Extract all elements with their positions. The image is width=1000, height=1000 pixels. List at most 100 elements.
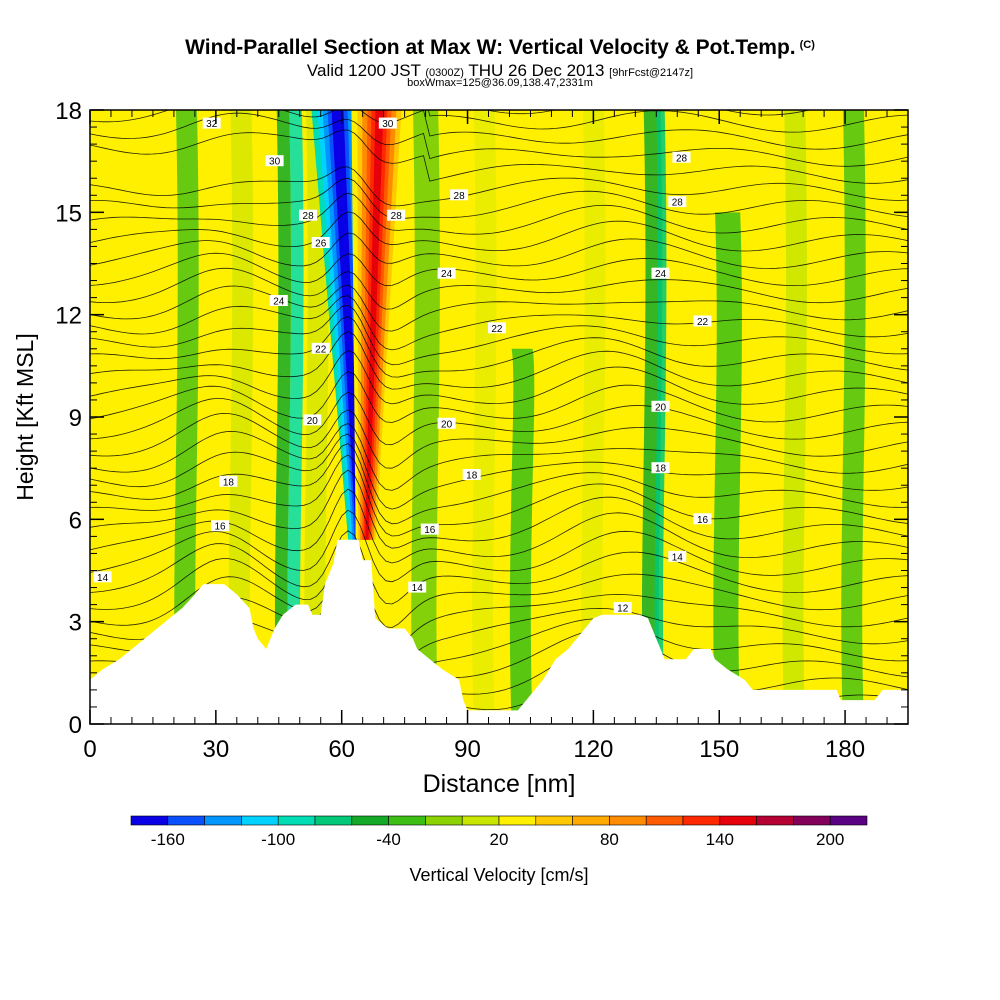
isentrope-label-box	[450, 189, 469, 201]
isentrope-label: 20	[307, 416, 319, 427]
isentrope-line-24	[90, 284, 908, 332]
isentrope-line-17	[90, 391, 908, 446]
isentrope-line-8	[90, 530, 908, 605]
isentrope-label-group-23: 18	[651, 462, 670, 475]
isentrope-line-16	[90, 409, 908, 469]
forecast-info: [9hrFcst@2147z]	[609, 67, 694, 79]
isentrope-label-box	[462, 469, 481, 480]
y-tick-label: 0	[69, 712, 82, 739]
isentrope-label-box	[668, 196, 687, 208]
y-tick-label: 6	[69, 507, 82, 534]
isentrope-label-group-12: 28	[387, 209, 406, 222]
isentrope-label-box	[651, 400, 670, 412]
isentrope-label: 20	[655, 402, 667, 413]
colorbar-swatch-18	[756, 815, 794, 826]
velocity-band-12	[677, 110, 703, 724]
isentrope-label-group-27: 28	[668, 196, 687, 209]
isentrope-label-box	[311, 237, 330, 248]
colorbar-swatch-16	[682, 815, 721, 826]
isentrope-label-box	[269, 295, 288, 306]
isentrope-line-32	[90, 129, 908, 184]
y-tick-label: 3	[69, 610, 82, 637]
title-text: Wind-Parallel Section at Max W: Vertical…	[185, 36, 796, 59]
isentrope-label: 14	[672, 552, 684, 563]
colorbar-swatch-20	[829, 815, 868, 826]
isentrope-label: 12	[617, 604, 629, 615]
isentrope-label-group-8: 28	[299, 209, 318, 222]
valid-date: THU 26 Dec 2013	[468, 61, 605, 80]
isentrope-label-group-28: 28	[672, 151, 691, 164]
isentrope-label-group-3: 18	[219, 475, 238, 488]
velocity-band-3	[274, 110, 291, 724]
isentrope-line-22	[90, 304, 908, 366]
isentrope-label-box	[219, 475, 238, 487]
isentrope-label: 18	[223, 477, 235, 488]
colorbar-swatch-12	[535, 815, 573, 826]
plot-area: 14 16 18 20 22 24 26 28 30 32 30 28 28 24 22 20 18 16 14 12…	[90, 110, 908, 724]
isentrope-label-group-1: 14	[93, 571, 112, 584]
isentrope-line-29	[90, 192, 908, 235]
isentrope-label: 22	[491, 324, 503, 335]
colorbar-swatch-9	[425, 815, 463, 826]
isentrope-line-26	[90, 252, 908, 287]
isentrope-line-9	[90, 509, 908, 583]
valid-time: Valid 1200 JST	[306, 61, 421, 80]
y-tick-label: 9	[69, 405, 82, 432]
isentrope-label-group-24: 20	[651, 400, 670, 413]
x-tick-label: 60	[328, 736, 355, 763]
velocity-band-6	[411, 110, 440, 724]
isentrope-label-box	[387, 209, 406, 221]
isentrope-label: 14	[97, 573, 109, 584]
isentrope-label-box	[651, 267, 670, 279]
isentrope-label-group-7: 26	[311, 237, 330, 250]
colorbar-tick-label: 200	[816, 830, 844, 849]
isentrope-label: 28	[672, 198, 684, 209]
isentrope-label-box	[303, 414, 322, 426]
box-info: boxWmax=125@36.09,138.47,2331m	[407, 77, 593, 89]
isentrope-line-34	[90, 110, 908, 150]
isentrope-line-7	[90, 547, 908, 629]
isentrope-label: 18	[466, 471, 478, 482]
chart-title: Wind-Parallel Section at Max W: Vertical…	[0, 36, 1000, 60]
isentrope-label: 14	[412, 583, 424, 594]
colorbar-label: Vertical Velocity [cm/s]	[409, 865, 588, 885]
isentrope-label-box	[408, 581, 427, 593]
axes: 0 30 60 90 120 150 180 0 3 6 9 12 15 18 Distance [nm] H…	[12, 98, 909, 798]
isentrope-label-group-25: 24	[651, 267, 670, 280]
isentrope-label: 16	[424, 525, 436, 536]
isentrope-label-group-20: 12	[613, 602, 632, 615]
x-tick-label: 30	[202, 736, 229, 763]
isentrope-line-23	[90, 295, 908, 351]
isentrope-label-box	[202, 117, 221, 129]
updraft-contour-6	[365, 110, 384, 540]
velocity-band-14	[782, 110, 807, 724]
y-tick-label: 18	[55, 98, 82, 125]
velocity-band-9	[581, 110, 606, 724]
chart-subtitle: Valid 1200 JST (0300Z) THU 26 Dec 2013 […	[0, 61, 1000, 81]
isentrope-label: 16	[697, 515, 709, 526]
isentrope-line-19	[90, 350, 908, 405]
isentrope-label: 20	[441, 419, 453, 430]
isentrope-label-box	[668, 550, 687, 562]
isentrope-label: 28	[303, 211, 315, 222]
terrain-mask	[90, 539, 908, 724]
isentrope-label-box	[487, 322, 506, 334]
colorbar-swatch-6	[314, 815, 353, 826]
y-tick-label: 15	[55, 200, 82, 227]
isentrope-label-box	[311, 342, 330, 354]
colorbar-swatch-17	[719, 815, 757, 826]
isentrope-line-31	[90, 166, 908, 207]
isentrope-label-box	[437, 417, 456, 429]
isentrope-label-box	[651, 462, 670, 474]
colorbar-swatch-5	[277, 815, 316, 826]
colorbar-swatch-1	[130, 815, 169, 826]
isentrope-line-27	[90, 232, 908, 269]
velocity-band-2	[228, 110, 254, 724]
colorbar-swatch-19	[793, 815, 831, 826]
isentrope-line-20	[90, 331, 908, 390]
isentrope-label: 24	[655, 269, 667, 280]
isentrope-label-group-22: 16	[693, 513, 712, 526]
velocity-band-15	[841, 110, 866, 724]
isentrope-label-group-4: 20	[303, 414, 322, 427]
